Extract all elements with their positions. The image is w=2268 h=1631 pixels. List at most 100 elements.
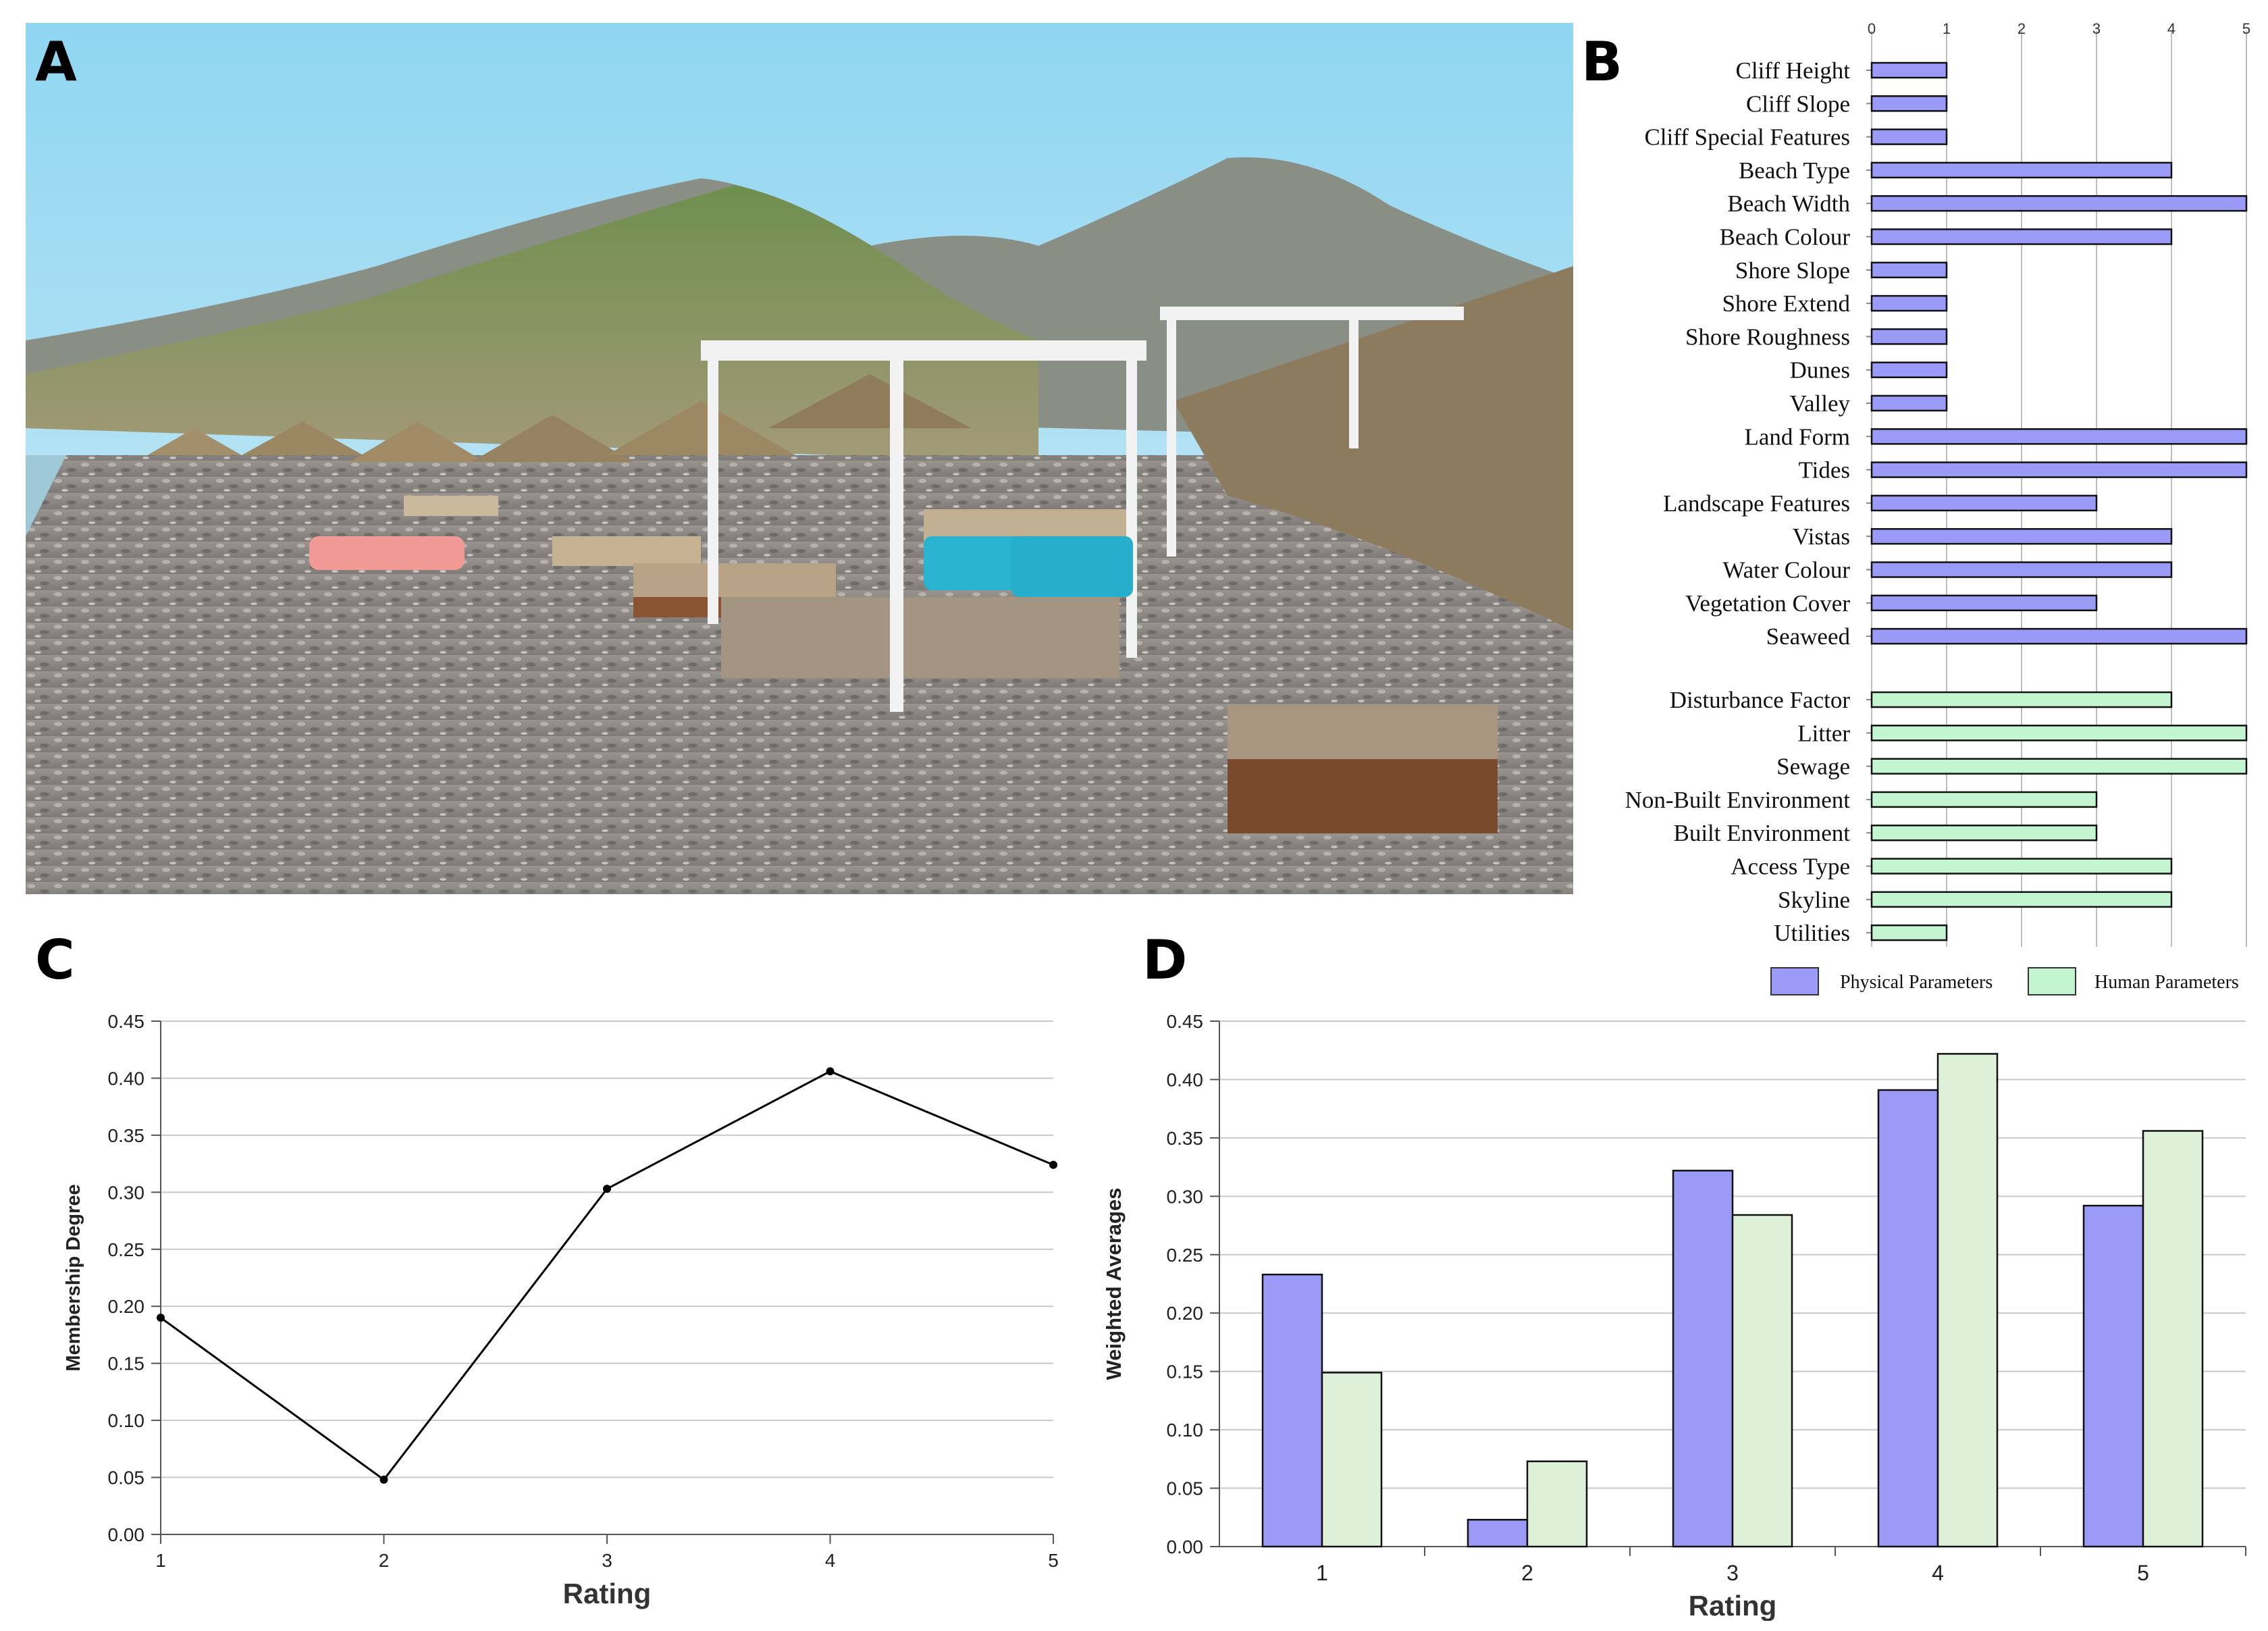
chart-c: 0.00 0.05 0.10 0.15 0.20 0.25 0.30 0.35 0.40 0.45…: [63, 1011, 1059, 1609]
b-physical-category-label: Water Colour: [1722, 557, 1850, 584]
b-human-category-label: Sewage: [1776, 754, 1850, 780]
b-physical-bar: [1870, 594, 2098, 612]
d-y-tick-label: 0.20: [1167, 1303, 1204, 1324]
d-y-tick-label: 0.15: [1167, 1362, 1204, 1382]
b-physical-category-label: Shore Extend: [1722, 290, 1850, 317]
b-legend-label-physical: Physical Parameters: [1840, 972, 1993, 993]
c-y-tick-label: 0.25: [108, 1239, 145, 1260]
b-human-bar: [1870, 824, 2098, 842]
c-data-point: [379, 1475, 388, 1484]
d-y-tick-label: 0.40: [1167, 1069, 1204, 1090]
chart-d: 0.00 0.05 0.10 0.15 0.20 0.25 0.30 0.35 0.40 0.45…: [1102, 1011, 2246, 1621]
b-physical-category-label: Vistas: [1793, 523, 1850, 550]
c-y-tick-label: 0.00: [108, 1524, 145, 1545]
c-x-tick-label: 3: [602, 1550, 612, 1571]
b-physical-category-label: Seaweed: [1766, 623, 1851, 650]
c-data-point: [826, 1067, 835, 1076]
b-physical-bar: [1870, 228, 2173, 245]
d-y-axis-title: Weighted Averages: [1102, 1188, 1126, 1380]
c-x-tick-label: 5: [1048, 1550, 1059, 1571]
b-x-tick-label: 4: [2167, 20, 2175, 37]
b-legend-swatch-physical: [1770, 967, 1819, 995]
d-y-tick-label: 0.10: [1167, 1420, 1204, 1441]
b-physical-bar: [1870, 561, 2173, 578]
b-physical-bar: [1870, 428, 2248, 445]
d-bar-series-1: [1467, 1518, 1529, 1548]
d-x-tick-label: 2: [1521, 1561, 1533, 1585]
b-human-category-label: Utilities: [1774, 920, 1850, 946]
b-x-tick-label: 5: [2242, 20, 2250, 37]
chart-b: 0 1 2 3 4 5 Cliff Height Cliff Slope Cliff Speci…: [1625, 20, 2250, 995]
b-physical-category-label: Cliff Height: [1736, 57, 1851, 84]
c-series-line: [160, 1070, 1054, 1482]
c-data-point: [1049, 1160, 1057, 1169]
b-physical-category-label: Beach Colour: [1720, 224, 1851, 251]
beach-illustration: [26, 23, 1573, 894]
b-human-category-label: Litter: [1797, 720, 1850, 746]
beach-photo: [26, 23, 1573, 894]
c-y-tick-label: 0.15: [108, 1353, 145, 1374]
c-y-tick-label: 0.40: [108, 1068, 145, 1089]
b-physical-bar: [1870, 161, 2173, 179]
b-physical-category-label: Dunes: [1790, 357, 1850, 384]
b-physical-bar: [1870, 61, 1948, 79]
c-y-tick-label: 0.45: [108, 1011, 145, 1032]
b-human-bar: [1870, 891, 2173, 908]
b-physical-category-label: Beach Width: [1727, 190, 1850, 217]
d-bar-series-2: [1936, 1053, 1999, 1548]
b-physical-bar: [1870, 328, 1948, 345]
b-human-bar: [1870, 924, 1948, 941]
d-y-tick-label: 0.45: [1167, 1011, 1204, 1032]
c-y-tick-label: 0.30: [108, 1182, 145, 1203]
b-human-bar: [1870, 725, 2248, 742]
b-physical-bar: [1870, 361, 1948, 378]
d-bar-series-2: [1526, 1460, 1588, 1548]
b-physical-bar: [1870, 195, 2248, 212]
c-y-tick-label: 0.10: [108, 1410, 145, 1431]
b-physical-category-label: Shore Roughness: [1685, 323, 1850, 350]
sea: [26, 455, 66, 536]
b-human-bar: [1870, 858, 2173, 875]
d-bar-series-1: [1672, 1170, 1734, 1548]
b-physical-category-label: Shore Slope: [1735, 257, 1850, 284]
green-hill: [26, 185, 1038, 462]
b-human-category-label: Skyline: [1778, 887, 1850, 913]
b-physical-bar: [1870, 527, 2173, 545]
c-data-point: [603, 1185, 611, 1193]
b-physical-bar: [1870, 394, 1948, 412]
d-bar-series-1: [1261, 1273, 1323, 1548]
c-x-tick-label: 2: [379, 1550, 390, 1571]
b-physical-bar: [1870, 261, 1948, 279]
b-x-tick-label: 3: [2092, 20, 2101, 37]
b-human-bar: [1870, 791, 2098, 808]
b-human-category-label: Disturbance Factor: [1670, 687, 1851, 713]
b-x-tick-label: 2: [2018, 20, 2026, 37]
d-x-tick-label: 3: [1726, 1561, 1739, 1585]
b-legend-label-human: Human Parameters: [2094, 972, 2239, 993]
d-bar-series-1: [1877, 1089, 1939, 1548]
d-bar-series-2: [1731, 1214, 1793, 1548]
panel-label-b: B: [1581, 30, 1623, 93]
d-y-tick-label: 0.25: [1167, 1245, 1204, 1266]
b-human-bar: [1870, 758, 2248, 775]
d-x-tick-label: 4: [1932, 1561, 1944, 1585]
b-physical-bar: [1870, 494, 2098, 512]
d-bar-series-1: [2082, 1204, 2144, 1548]
c-y-tick-label: 0.35: [108, 1125, 145, 1146]
panel-label-a: A: [35, 30, 77, 93]
b-physical-bar: [1870, 294, 1948, 312]
b-x-tick-label: 0: [1868, 20, 1876, 37]
d-y-tick-label: 0.05: [1167, 1478, 1204, 1499]
c-data-point: [157, 1314, 165, 1322]
b-physical-category-label: Vegetation Cover: [1685, 590, 1850, 617]
d-bar-series-2: [1321, 1372, 1383, 1548]
b-physical-bar: [1870, 627, 2248, 645]
b-human-bar: [1870, 691, 2173, 708]
d-bar-series-2: [2142, 1130, 2204, 1548]
cabana: [701, 307, 1464, 712]
panel-label-c: C: [35, 929, 75, 991]
b-human-category-label: Access Type: [1731, 854, 1850, 880]
b-physical-category-label: Land Form: [1744, 423, 1850, 450]
d-y-tick-label: 0.35: [1167, 1128, 1204, 1149]
b-x-tick-label: 1: [1943, 20, 1951, 37]
